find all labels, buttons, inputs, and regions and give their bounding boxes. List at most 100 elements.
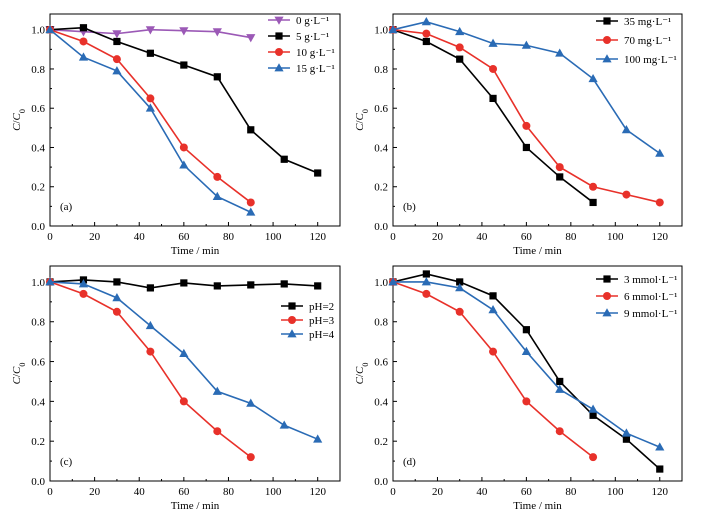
x-tick-label: 40 [476,231,488,243]
legend-marker [274,16,284,25]
data-point [145,26,155,35]
y-axis-label: C/C0 [354,363,370,385]
data-point [455,43,464,52]
x-tick-label: 20 [432,231,444,243]
data-point [279,420,289,429]
y-tick-label: 0.4 [374,396,388,408]
y-tick-label: 0.6 [31,357,45,369]
legend-label: pH=2 [309,301,334,313]
y-tick-label: 0.4 [374,142,388,154]
plot-frame [49,13,341,227]
data-point [388,24,398,34]
data-point [422,289,431,298]
legend-label: pH=3 [309,315,335,327]
data-point [455,26,465,36]
y-tick-label: 0.8 [31,64,45,76]
data-point [213,73,221,81]
legend-marker [275,32,283,40]
legend-label: 10 g·L⁻¹ [296,47,335,59]
x-tick-label: 100 [265,486,282,498]
legend-label: 5 g·L⁻¹ [296,31,329,43]
data-point [213,427,222,436]
legend-marker [287,329,297,338]
data-point [212,386,222,395]
x-tick-label: 20 [89,231,101,243]
legend-marker [288,316,296,324]
data-point [521,346,531,356]
x-tick-label: 0 [390,486,396,498]
data-point [78,279,89,288]
data-point [112,307,121,316]
panel-label: (d) [403,456,416,468]
x-tick-label: 40 [134,231,146,243]
x-tick-label: 60 [178,486,190,498]
y-tick-label: 1.0 [374,277,388,289]
data-point [522,397,531,406]
data-point [213,282,221,290]
data-point [555,163,564,172]
legend-label: 100 mg·L⁻¹ [624,54,677,66]
data-point [79,37,88,46]
data-point [522,326,530,334]
legend-label: 9 mmol·L⁻¹ [624,308,677,320]
data-point [556,173,564,181]
y-tick-label: 0.2 [31,182,45,194]
data-point [246,34,256,43]
data-point [146,347,155,356]
data-point [622,190,631,199]
data-point [78,52,89,61]
y-tick-label: 0.6 [374,103,388,115]
data-point [489,347,498,356]
data-point [314,282,322,290]
data-point [145,103,155,112]
x-tick-label: 60 [178,231,190,243]
x-tick-label: 40 [134,486,146,498]
data-point [422,29,431,38]
plot-frame [49,265,341,482]
x-axis-label: Time / min [513,500,562,511]
y-tick-label: 0.8 [31,317,45,329]
x-tick-label: 100 [607,486,624,498]
data-point [588,404,598,413]
x-tick-label: 100 [265,231,282,243]
data-point [488,38,498,47]
data-point [589,453,598,462]
y-tick-label: 0.2 [31,436,45,448]
data-point [45,24,55,34]
y-tick-label: 0.0 [374,221,388,233]
legend-label: 70 mg·L⁻¹ [624,35,671,47]
x-tick-label: 120 [309,231,326,243]
data-point [180,279,188,287]
legend-label: 3 mmol·L⁻¹ [624,274,677,286]
legend-marker [275,48,283,56]
data-point [146,284,154,292]
series-line [393,281,661,448]
data-point [621,428,632,437]
data-point [455,307,464,316]
legend-marker [603,17,611,25]
x-axis-label: Time / min [513,245,562,257]
data-point [212,191,222,200]
data-point [589,198,597,207]
data-point [589,411,597,419]
data-point [489,94,497,103]
legend-marker [274,63,284,72]
data-point [655,198,664,207]
y-axis-label: C/C0 [11,109,27,131]
x-tick-label: 120 [652,486,669,498]
y-tick-label: 1.0 [374,25,388,37]
plot-frame [392,13,683,227]
x-tick-label: 120 [652,231,669,243]
data-point [521,40,531,49]
y-tick-label: 0.8 [374,64,388,76]
legend-marker [288,302,296,310]
data-point [280,280,288,288]
y-tick-label: 0.0 [31,221,45,233]
data-point [79,289,88,298]
data-point [456,278,464,286]
data-point [146,94,155,103]
data-point [247,281,255,289]
data-point [212,28,222,37]
data-point [421,17,431,26]
